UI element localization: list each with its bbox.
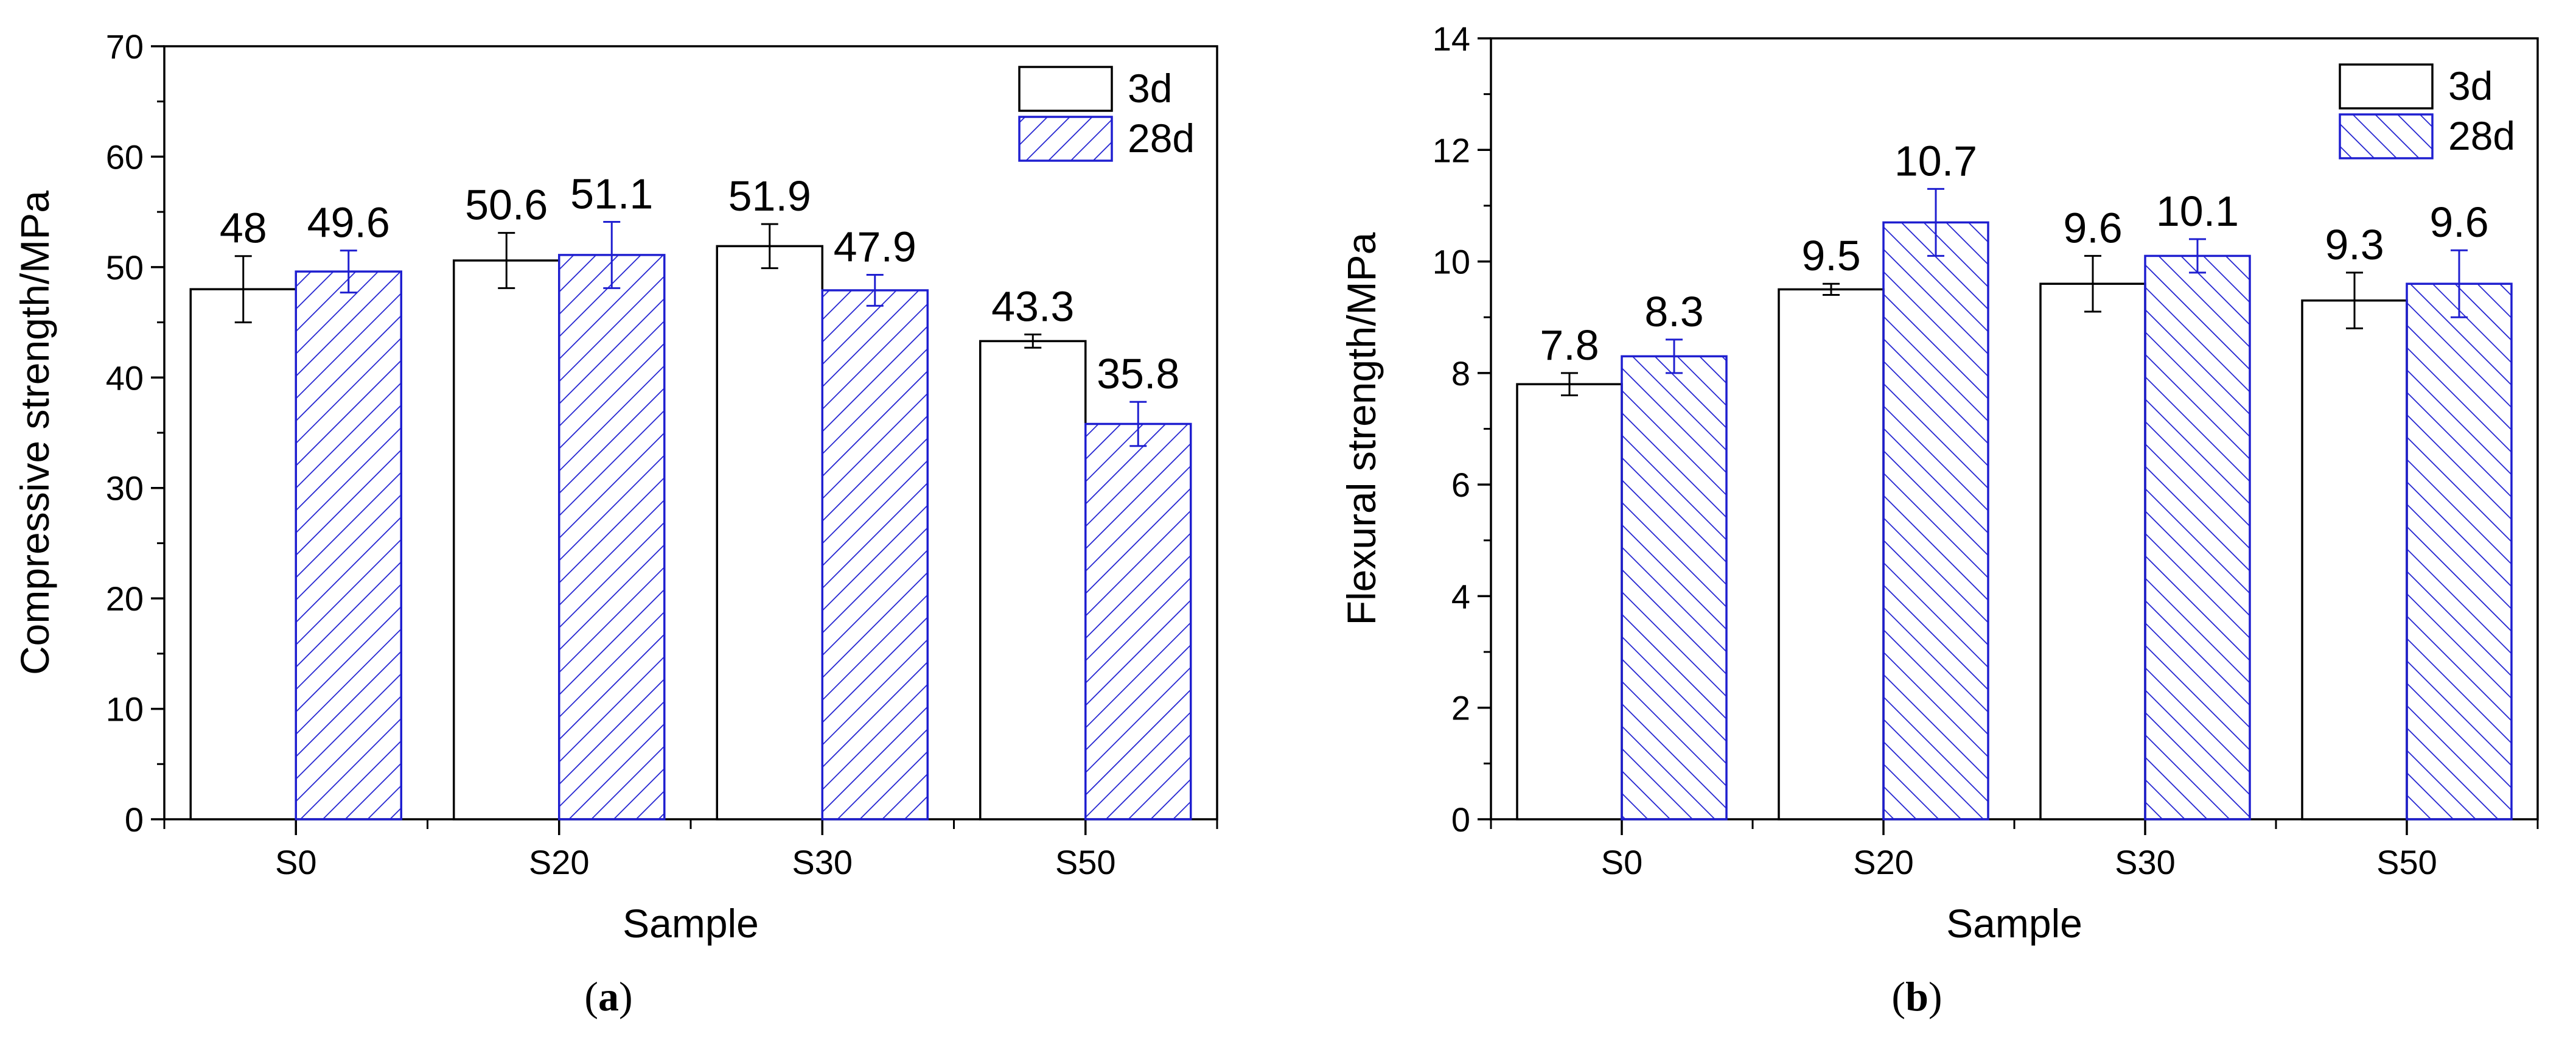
x-tick-label: S50 xyxy=(1055,843,1116,881)
caption-b-close: ) xyxy=(1929,973,1942,1020)
data-label: 51.9 xyxy=(728,172,811,220)
bar-3d-S50 xyxy=(2301,299,2408,820)
chart-panel-b: 0 2 4 6 8 10 12 14 S0 S20 S30 S50 Sample Flexural str… xyxy=(1339,19,2539,946)
x-tick-label: S0 xyxy=(275,843,317,881)
y-tick-label: 2 xyxy=(1451,689,1470,727)
bar-28d-S50 xyxy=(2406,282,2513,820)
y-tick-label: 0 xyxy=(1451,800,1470,839)
legend-swatch-28d xyxy=(2339,113,2434,159)
data-label: 51.1 xyxy=(570,170,653,217)
bar-28d-S0 xyxy=(1621,355,1728,820)
x-tick-label: S20 xyxy=(1853,843,1914,881)
caption-b-open: ( xyxy=(1891,973,1905,1020)
x-tick-label: S30 xyxy=(2115,843,2176,881)
data-label: 43.3 xyxy=(991,283,1074,331)
bar-3d-S30 xyxy=(2039,282,2146,820)
bar-3d-S20 xyxy=(1778,288,1885,820)
data-label: 8.3 xyxy=(1644,288,1703,335)
data-label: 10.1 xyxy=(2156,187,2239,235)
caption-b-letter: b xyxy=(1905,973,1929,1020)
y-tick-label: 20 xyxy=(106,579,144,618)
data-label: 48 xyxy=(220,205,267,252)
legend-swatch-28d xyxy=(1018,116,1113,162)
x-tick-label: S20 xyxy=(529,843,590,881)
y-tick-label: 50 xyxy=(106,248,144,287)
caption-a-close: ) xyxy=(619,973,633,1020)
y-tick-label: 6 xyxy=(1451,466,1470,504)
data-label: 10.7 xyxy=(1894,137,1977,184)
data-label: 9.6 xyxy=(2429,198,2488,246)
bar-28d-S30 xyxy=(2144,254,2251,820)
data-label: 47.9 xyxy=(834,223,916,271)
y-tick-label: 30 xyxy=(106,469,144,508)
caption-a: (a) xyxy=(584,973,632,1020)
bar-3d-S0 xyxy=(189,288,297,820)
data-label: 9.5 xyxy=(1801,232,1860,279)
y-tick-label: 70 xyxy=(106,27,144,66)
y-axis-title: Flexural strength/MPa xyxy=(1339,232,1384,625)
y-tick-label: 0 xyxy=(125,800,144,839)
x-axis-title: Sample xyxy=(1946,901,2082,946)
data-label: 9.3 xyxy=(2325,221,2384,268)
y-axis-title: Compressive strength/MPa xyxy=(12,191,57,675)
bar-3d-S0 xyxy=(1516,383,1623,820)
data-label: 9.6 xyxy=(2063,204,2122,251)
data-label: 7.8 xyxy=(1540,321,1599,369)
y-tick-label: 10 xyxy=(106,690,144,729)
bar-28d-S20 xyxy=(558,254,666,820)
legend-swatch-3d xyxy=(2339,63,2434,110)
y-tick-label: 12 xyxy=(1433,131,1470,169)
bar-3d-S50 xyxy=(979,340,1087,820)
bar-28d-S0 xyxy=(295,270,402,820)
y-tick-label: 40 xyxy=(106,359,144,397)
x-tick-label: S0 xyxy=(1601,843,1643,881)
bar-3d-S20 xyxy=(453,259,560,820)
y-tick-label: 14 xyxy=(1433,19,1470,58)
bar-28d-S50 xyxy=(1084,422,1192,820)
caption-a-open: ( xyxy=(584,973,598,1020)
data-label: 50.6 xyxy=(465,181,548,229)
bar-3d-S30 xyxy=(716,245,823,820)
caption-b: (b) xyxy=(1891,973,1942,1020)
data-label: 49.6 xyxy=(307,199,390,247)
y-tick-label: 4 xyxy=(1451,577,1470,615)
legend-label-28d: 28d xyxy=(2448,113,2515,158)
legend-label-3d: 3d xyxy=(1128,66,1172,111)
x-axis-title: Sample xyxy=(623,901,759,946)
bar-28d-S30 xyxy=(821,289,929,820)
x-tick-label: S30 xyxy=(792,843,853,881)
legend-swatch-3d xyxy=(1018,66,1113,112)
y-tick-label: 10 xyxy=(1433,243,1470,281)
legend-label-3d: 3d xyxy=(2448,63,2493,108)
x-tick-label: S50 xyxy=(2376,843,2437,881)
y-tick-label: 8 xyxy=(1451,354,1470,393)
caption-a-letter: a xyxy=(598,973,619,1020)
data-label: 35.8 xyxy=(1097,350,1179,397)
legend-label-28d: 28d xyxy=(1128,116,1195,161)
y-tick-label: 60 xyxy=(106,138,144,176)
chart-panel-a: 0 10 20 30 40 50 60 70 S0 S20 S30 S50 Sample Compress… xyxy=(12,27,1218,946)
bar-28d-S20 xyxy=(1882,221,1989,820)
